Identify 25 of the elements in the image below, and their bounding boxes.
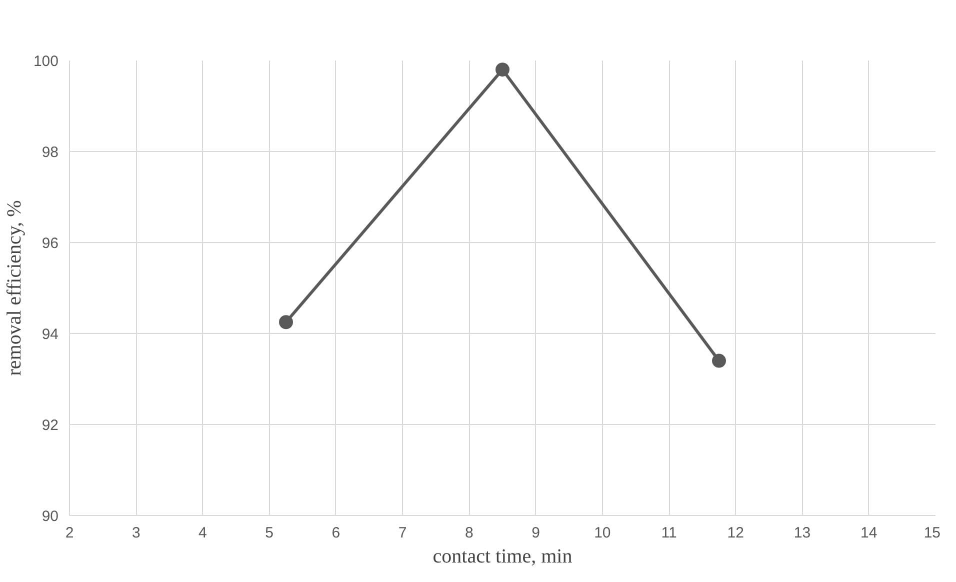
point (279, 315, 293, 330)
x-tick-label: 12 (727, 524, 744, 542)
x-tick-label: 15 (924, 524, 941, 542)
x-tick-label: 7 (398, 524, 407, 542)
point (712, 354, 726, 368)
y-tick-label: 96 (42, 235, 59, 252)
x-tick-label: 5 (265, 524, 274, 542)
x-tick-label: 2 (65, 524, 74, 542)
x-tick-label: 11 (661, 524, 677, 542)
x-tick-label: 6 (332, 524, 340, 542)
x-tick-label: 9 (532, 524, 540, 542)
y-axis-title: removal efficiency, % (3, 200, 26, 376)
x-tick-label: 8 (465, 524, 474, 542)
x-tick-label: 3 (132, 524, 140, 542)
y-tick-label: 90 (42, 508, 59, 525)
y-tick-label: 92 (42, 417, 59, 434)
x-tick-label: 13 (794, 524, 811, 542)
point (496, 62, 510, 77)
x-tick-label: 4 (198, 524, 207, 542)
x-tick-label: 14 (860, 524, 878, 542)
x-tick-label: 10 (594, 524, 611, 542)
y-tick-label: 98 (42, 144, 59, 161)
y-tick-label: 94 (42, 326, 59, 343)
x-axis-title: contact time, min (432, 546, 572, 568)
y-tick-label: 100 (33, 53, 59, 70)
